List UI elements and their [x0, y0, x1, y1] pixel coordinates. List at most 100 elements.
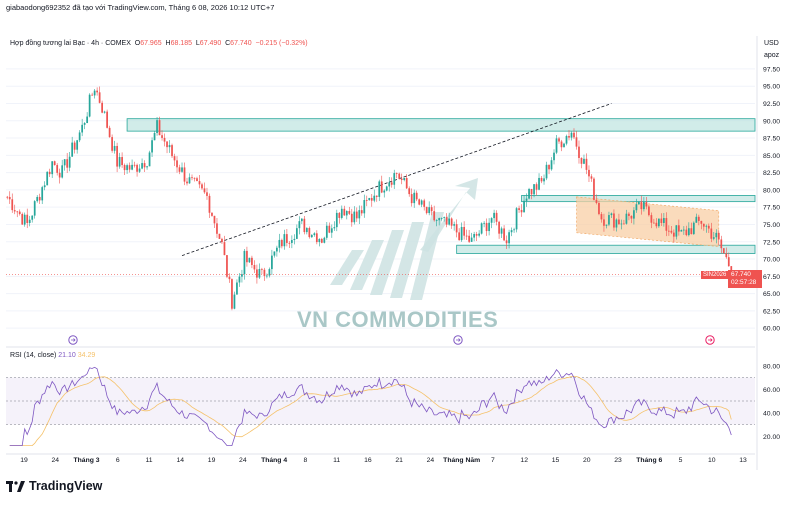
candle-body	[318, 238, 321, 243]
open-label: O	[134, 40, 141, 47]
candle-body	[350, 213, 353, 223]
candle-body	[183, 167, 186, 182]
candle-body	[138, 168, 141, 172]
candle-body	[66, 159, 69, 168]
candle-body	[697, 216, 700, 221]
candle-body	[623, 223, 625, 225]
time-tick-label: 20	[583, 457, 591, 464]
candle-body	[455, 224, 458, 233]
time-tick-label: 24	[427, 457, 435, 464]
candle-body	[21, 213, 24, 225]
candle-body	[443, 217, 446, 218]
candle-body	[435, 220, 438, 221]
candle-body	[573, 132, 575, 138]
candle-body	[310, 235, 313, 238]
symbol-label[interactable]: Hợp đồng tương lai Bạc · 4h · COMEX	[10, 40, 131, 47]
candle-body	[530, 189, 533, 195]
candle-body	[256, 269, 258, 278]
candle-body	[86, 116, 89, 124]
chart-legend: Hợp đồng tương lai Bạc · 4h · COMEX O67.…	[10, 40, 308, 47]
candle-body	[303, 218, 306, 233]
candle-body	[548, 164, 550, 170]
candle-body	[453, 224, 456, 226]
candle-body	[91, 94, 94, 96]
currency-label[interactable]: USD	[764, 40, 779, 47]
last-price-tag: 67.740 02:57:28	[728, 270, 762, 288]
candle-body	[390, 182, 393, 185]
unit-label: apoz	[764, 52, 780, 59]
candle-body	[398, 173, 401, 179]
candle-body	[121, 157, 123, 166]
candle-body	[650, 215, 653, 223]
high-value: 68.185	[170, 40, 192, 47]
candle-body	[630, 215, 633, 219]
candle-body	[216, 223, 218, 234]
candle-body	[13, 210, 16, 212]
candle-body	[56, 165, 59, 173]
candle-body	[258, 268, 261, 278]
candle-body	[133, 164, 136, 166]
candle-body	[188, 177, 191, 184]
candle-body	[18, 211, 21, 214]
candle-body	[690, 228, 693, 235]
candle-body	[600, 214, 603, 220]
change-value: −0.215 (−0.32%)	[255, 40, 308, 47]
candle-body	[163, 137, 166, 142]
candle-body	[395, 173, 398, 174]
candle-body	[473, 234, 475, 238]
candle-body	[330, 228, 333, 233]
time-tick-label: Tháng Năm	[443, 457, 480, 464]
candle-body	[106, 111, 108, 128]
rsi-tick-label: 80.00	[763, 363, 780, 370]
candle-body	[495, 212, 498, 222]
candle-body	[108, 127, 111, 138]
candle-body	[365, 200, 368, 201]
candle-body	[335, 212, 338, 228]
candle-body	[375, 195, 378, 197]
candle-body	[53, 161, 56, 166]
candle-body	[41, 187, 44, 201]
candle-body	[158, 120, 161, 136]
candle-body	[368, 197, 371, 201]
time-tick-label: 14	[177, 457, 185, 464]
time-tick-label: Tháng 6	[636, 457, 662, 464]
time-tick-label: Tháng 4	[261, 457, 287, 464]
tradingview-brand[interactable]: TradingView	[6, 479, 102, 493]
candle-body	[660, 218, 663, 224]
candle-body	[325, 225, 328, 238]
candle-body	[608, 215, 610, 225]
rsi-axis: 20.00 40.00 60.00 80.00	[763, 363, 780, 441]
candle-body	[143, 163, 146, 168]
candle-body	[658, 218, 660, 227]
candle-body	[315, 233, 318, 243]
candle-body	[445, 217, 448, 225]
candle-body	[593, 178, 595, 200]
candle-body	[273, 251, 276, 256]
candle-body	[236, 282, 238, 295]
candle-body	[286, 234, 288, 243]
candle-body	[233, 294, 236, 309]
time-tick-label: 24	[51, 457, 59, 464]
candle-body	[560, 141, 563, 148]
candle-body	[498, 221, 500, 234]
time-tick-label: 13	[739, 457, 747, 464]
candle-body	[475, 234, 478, 236]
price-tick-label: 75.00	[763, 222, 780, 229]
candle-body	[488, 222, 490, 232]
channel-box	[576, 196, 720, 247]
rsi-name[interactable]: RSI (14, close)	[10, 352, 57, 359]
candle-body	[400, 178, 403, 181]
rsi-legend: RSI (14, close) 21.10 34.29	[10, 352, 95, 359]
candle-body	[590, 176, 593, 179]
candle-body	[717, 232, 720, 240]
trendline	[181, 103, 612, 256]
candle-body	[615, 219, 618, 228]
candle-body	[645, 201, 648, 207]
candle-body	[136, 164, 138, 172]
candle-body	[545, 164, 548, 179]
candle-body	[343, 208, 346, 216]
sr-zone	[521, 195, 756, 203]
candle-body	[118, 157, 121, 167]
candle-body	[543, 178, 545, 182]
